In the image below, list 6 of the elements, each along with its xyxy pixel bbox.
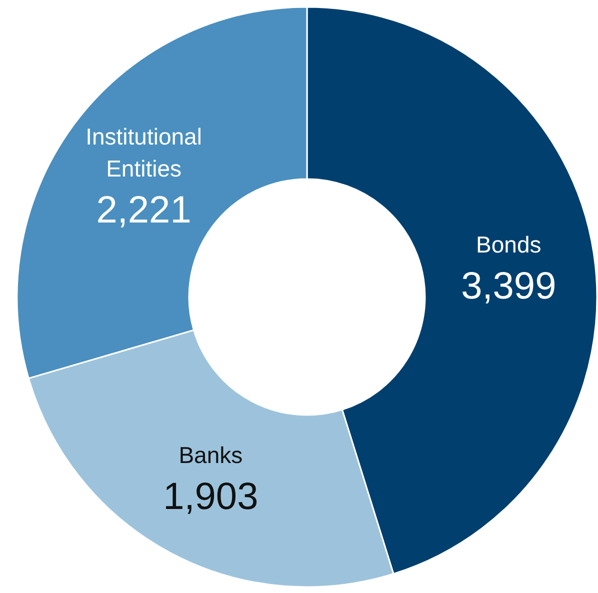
data-label: 2,221 xyxy=(96,190,192,232)
data-label: 3,399 xyxy=(461,265,556,308)
slice-label: Bonds xyxy=(476,231,542,258)
slice-label: Institutional Entities xyxy=(86,124,202,182)
data-label: 1,903 xyxy=(163,476,258,518)
slice-label: Banks xyxy=(178,442,243,468)
